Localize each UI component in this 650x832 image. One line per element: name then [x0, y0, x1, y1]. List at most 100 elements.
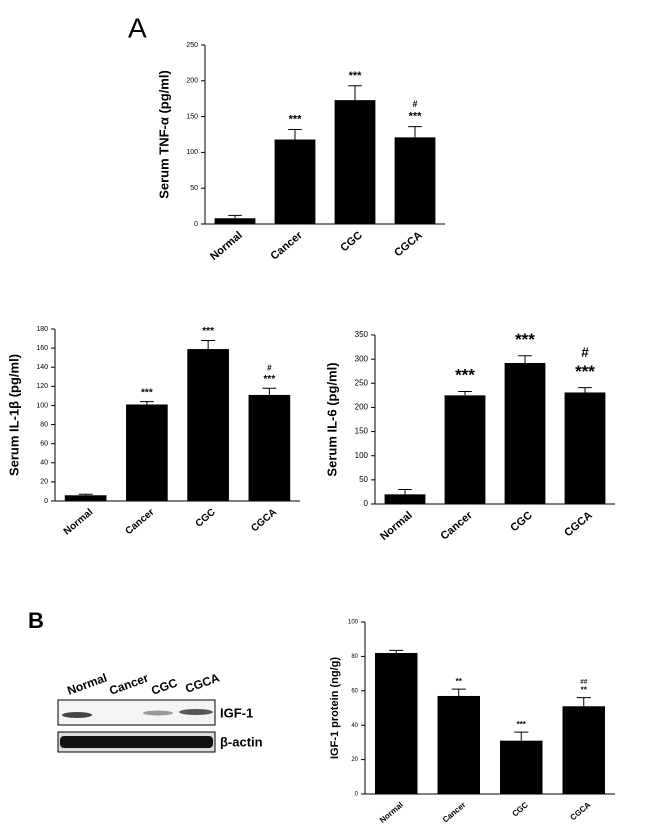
bar — [500, 740, 543, 794]
y-tick-label: 80 — [40, 421, 48, 428]
significance: *** — [575, 362, 595, 381]
x-tick-label: CGCA — [249, 507, 279, 534]
y-tick-label: 60 — [351, 688, 358, 694]
x-tick-label: CGCA — [562, 509, 595, 539]
y-tick-label: 100 — [355, 451, 369, 460]
error-bar — [78, 493, 93, 496]
y-tick-label: 40 — [351, 723, 358, 729]
bar — [504, 363, 546, 504]
bar — [394, 137, 436, 224]
x-tick-label: Cancer — [441, 800, 468, 824]
y-tick-label: 150 — [355, 427, 369, 436]
hash-mark: # — [267, 363, 272, 372]
x-tick-label: Normal — [378, 800, 405, 825]
y-tick-label: 50 — [190, 185, 198, 192]
x-tick-label: Normal — [208, 229, 245, 263]
western-blot: Normal Cancer CGC CGCA IGF-1 β-actin — [57, 670, 263, 753]
bar — [248, 394, 291, 501]
error-bar — [398, 489, 412, 495]
panel-label: B — [28, 608, 44, 633]
error-bar — [576, 697, 591, 707]
x-tick-label: Normal — [62, 507, 96, 538]
x-tick-label: CGC — [508, 509, 534, 534]
error-bar — [201, 339, 216, 350]
y-tick-label: 250 — [355, 378, 369, 387]
error-bar — [578, 387, 592, 393]
y-tick-label: 350 — [355, 330, 369, 339]
x-tick-label: Normal — [378, 509, 415, 543]
error-bar — [451, 688, 466, 696]
hash-mark: ## — [580, 678, 588, 685]
y-tick-label: 200 — [355, 403, 369, 412]
band — [143, 710, 173, 716]
bar — [384, 494, 426, 504]
x-tick-label: CGCA — [569, 800, 593, 822]
error-bar — [408, 126, 422, 138]
y-tick-label: 100 — [36, 402, 48, 409]
y-tick-label: 0 — [44, 498, 48, 505]
y-tick-label: 140 — [36, 364, 48, 371]
band — [62, 712, 92, 718]
y-tick-label: 50 — [359, 475, 368, 484]
error-bar — [288, 128, 302, 140]
y-tick-label: 300 — [355, 354, 369, 363]
y-tick-label: 0 — [355, 792, 359, 798]
significance: *** — [515, 330, 535, 349]
y-tick-label: 150 — [186, 113, 198, 120]
x-tick-label: CGC — [338, 229, 364, 254]
y-tick-label: 120 — [36, 383, 48, 390]
y-tick-label: 20 — [40, 479, 48, 486]
y-axis-label: Serum IL-1β (pg/ml) — [6, 354, 21, 476]
y-tick-label: 0 — [364, 499, 369, 508]
y-tick-label: 160 — [36, 345, 48, 352]
lane-label: Cancer — [107, 671, 150, 698]
significance: *** — [289, 113, 303, 125]
y-tick-label: 40 — [40, 460, 48, 467]
significance: *** — [517, 720, 527, 729]
y-axis-label: Serum TNF-α (pg/ml) — [156, 70, 171, 199]
y-tick-label: 100 — [186, 149, 198, 156]
hash-mark: # — [413, 99, 418, 109]
y-tick-label: 20 — [351, 757, 358, 763]
band-label: IGF-1 — [220, 705, 253, 720]
y-tick-label: 0 — [194, 221, 198, 228]
error-bar — [348, 85, 362, 101]
error-bar — [389, 649, 404, 653]
bar — [334, 100, 376, 224]
significance: *** — [409, 111, 423, 123]
x-tick-label: Cancer — [269, 229, 306, 263]
error-bar — [458, 390, 472, 396]
error-bar — [518, 355, 532, 364]
y-tick-label: 250 — [186, 42, 198, 49]
x-tick-label: Cancer — [123, 507, 156, 537]
significance: *** — [202, 326, 214, 337]
y-tick-label: 200 — [186, 78, 198, 85]
y-tick-label: 180 — [36, 326, 48, 333]
error-bar — [514, 731, 529, 741]
significance: ** — [581, 686, 588, 695]
error-bar — [228, 214, 242, 219]
error-bar — [262, 387, 277, 395]
y-axis-label: Serum IL-6 (pg/ml) — [324, 362, 339, 476]
x-tick-label: CGC — [194, 507, 218, 530]
lane-label: CGCA — [183, 670, 221, 695]
bar — [126, 404, 168, 501]
bar — [564, 392, 606, 504]
panel-label: A — [128, 12, 147, 43]
significance: *** — [141, 387, 153, 398]
x-tick-label: CGC — [510, 800, 530, 818]
bar — [274, 139, 316, 224]
bar — [562, 706, 605, 794]
error-bar — [139, 401, 154, 405]
bar — [444, 395, 486, 504]
significance: ** — [456, 677, 463, 686]
y-tick-label: 100 — [348, 620, 359, 626]
lane-label: Normal — [65, 671, 109, 698]
y-axis-label: IGF-1 protein (ng/g) — [329, 657, 341, 759]
band — [179, 709, 213, 715]
x-tick-label: CGCA — [392, 229, 425, 259]
hash-mark: # — [581, 345, 589, 360]
significance: *** — [264, 374, 276, 385]
lane-label: CGC — [149, 675, 179, 697]
